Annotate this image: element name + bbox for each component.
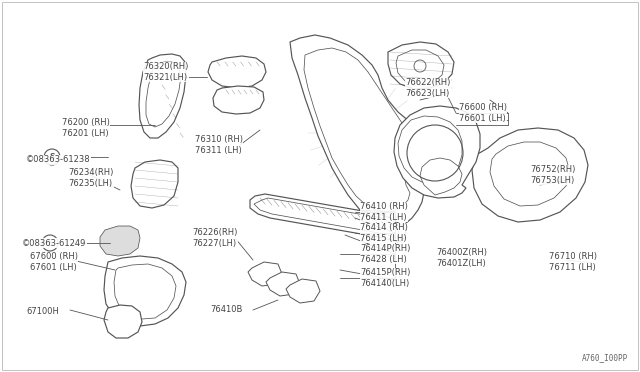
Polygon shape [139, 54, 186, 138]
Polygon shape [398, 116, 462, 185]
Polygon shape [248, 262, 282, 286]
Polygon shape [396, 50, 444, 85]
Text: 76410 (RH)
76411 (LH): 76410 (RH) 76411 (LH) [360, 202, 408, 222]
Text: 76710 (RH)
76711 (LH): 76710 (RH) 76711 (LH) [549, 252, 597, 272]
Text: 76752(RH)
76753(LH): 76752(RH) 76753(LH) [530, 165, 575, 185]
Text: S: S [47, 238, 52, 247]
Polygon shape [131, 160, 178, 208]
Polygon shape [104, 305, 142, 338]
Polygon shape [394, 106, 480, 198]
Text: 76410B: 76410B [210, 305, 243, 314]
Polygon shape [266, 272, 300, 296]
Text: 76400Z(RH)
76401Z(LH): 76400Z(RH) 76401Z(LH) [436, 248, 487, 268]
Text: ©08363-61249: ©08363-61249 [22, 238, 86, 247]
Polygon shape [304, 48, 412, 212]
Polygon shape [420, 158, 462, 195]
Text: 76600 (RH)
76601 (LH): 76600 (RH) 76601 (LH) [459, 103, 507, 123]
Text: 76226(RH)
76227(LH): 76226(RH) 76227(LH) [192, 228, 237, 248]
Text: S: S [49, 153, 54, 161]
Text: 76234(RH)
76235(LH): 76234(RH) 76235(LH) [68, 168, 113, 188]
Polygon shape [472, 128, 588, 222]
Text: 76320(RH)
76321(LH): 76320(RH) 76321(LH) [143, 62, 188, 82]
Text: 76414 (RH)
76415 (LH): 76414 (RH) 76415 (LH) [360, 223, 408, 243]
Text: 76414P(RH)
76428 (LH): 76414P(RH) 76428 (LH) [360, 244, 410, 264]
Polygon shape [100, 226, 140, 256]
Text: A760_I00PP: A760_I00PP [582, 353, 628, 362]
Text: 67100H: 67100H [26, 308, 59, 317]
Polygon shape [388, 42, 454, 89]
Text: 76415P(RH)
764140(LH): 76415P(RH) 764140(LH) [360, 268, 410, 288]
Polygon shape [250, 194, 406, 242]
Text: 76200 (RH)
76201 (LH): 76200 (RH) 76201 (LH) [62, 118, 110, 138]
Polygon shape [114, 264, 176, 319]
Text: 76310 (RH)
76311 (LH): 76310 (RH) 76311 (LH) [195, 135, 243, 155]
Polygon shape [254, 198, 399, 238]
Text: 67600 (RH)
67601 (LH): 67600 (RH) 67601 (LH) [30, 252, 78, 272]
Polygon shape [290, 35, 424, 230]
Polygon shape [208, 56, 266, 88]
Text: ©08363-61238: ©08363-61238 [26, 155, 91, 164]
Polygon shape [146, 62, 181, 127]
Polygon shape [213, 86, 264, 114]
Polygon shape [490, 142, 570, 206]
Polygon shape [286, 279, 320, 303]
Text: 76622(RH)
76623(LH): 76622(RH) 76623(LH) [405, 78, 451, 98]
Polygon shape [104, 256, 186, 326]
